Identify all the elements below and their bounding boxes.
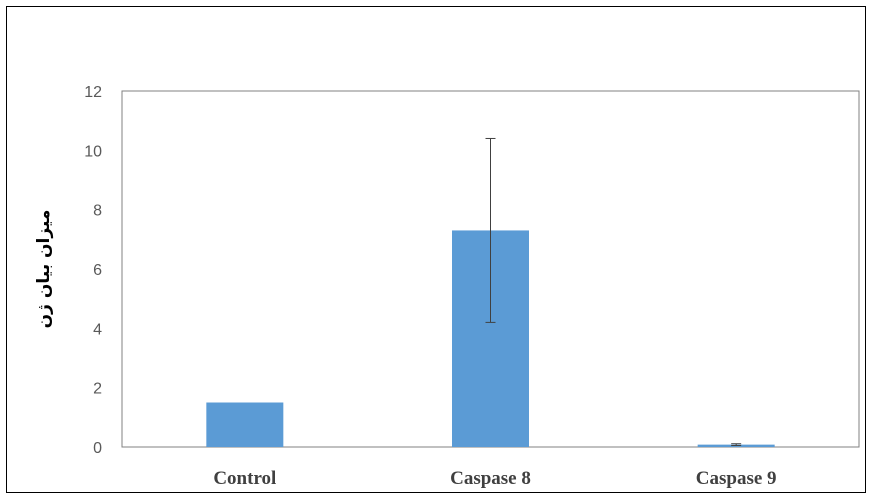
chart-frame	[6, 6, 866, 493]
y-tick-label: 8	[93, 203, 102, 220]
y-tick-label: 0	[93, 440, 102, 457]
y-tick-label: 4	[93, 321, 102, 338]
error-bar	[731, 443, 742, 447]
x-category-label: Control	[213, 468, 276, 489]
x-category-label: Caspase 9	[696, 468, 777, 489]
x-category-label: Caspase 8	[450, 468, 531, 489]
error-bars	[485, 137, 742, 447]
x-axis-categories: Control Caspase 8 Caspase 9	[213, 468, 776, 489]
y-tick-label: 12	[84, 84, 102, 101]
y-axis-ticks: 0 2 4 6 8 10 12	[84, 84, 102, 457]
y-axis-title: میزان بیان ژن	[34, 210, 54, 329]
y-tick-label: 10	[84, 143, 102, 160]
y-tick-label: 6	[93, 262, 102, 279]
y-tick-label: 2	[93, 381, 102, 398]
error-bar	[485, 137, 496, 323]
bar-control	[206, 402, 284, 447]
